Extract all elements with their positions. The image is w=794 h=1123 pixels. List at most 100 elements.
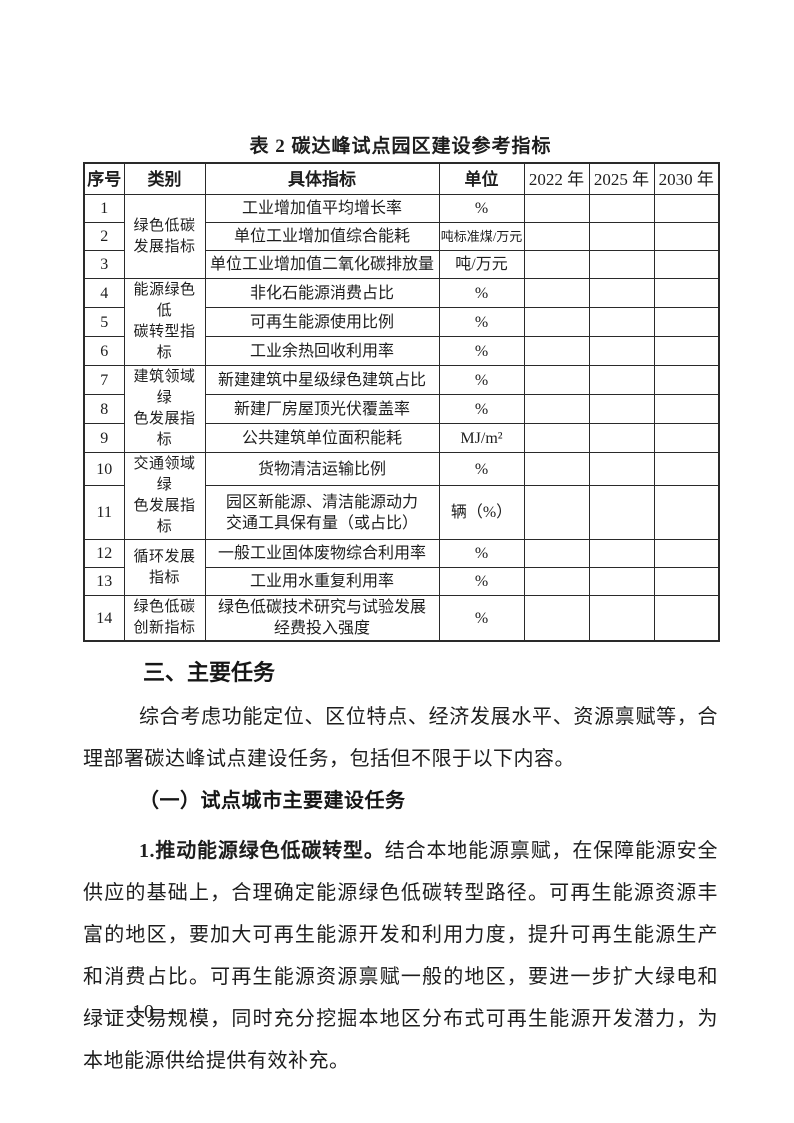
year-value-cell-2025 年 [588, 423, 655, 453]
year-value-cell-2030 年 [653, 250, 720, 279]
year-value-cell-2022 年 [523, 250, 590, 279]
indicator-cell: 工业增加值平均增长率 [204, 194, 440, 223]
indicator-cell: 园区新能源、清洁能源动力 交通工具保有量（或占比） [204, 485, 440, 540]
year-value-cell-2030 年 [653, 194, 720, 223]
year-value-cell-2022 年 [523, 595, 590, 642]
indicator-cell: 非化石能源消费占比 [204, 278, 440, 308]
indicator-cell: 绿色低碳技术研究与试验发展 经费投入强度 [204, 595, 440, 642]
indicator-cell: 单位工业增加值综合能耗 [204, 222, 440, 251]
category-cell: 绿色低碳 创新指标 [123, 595, 206, 642]
year-value-cell-2025 年 [588, 250, 655, 279]
row-number-cell: 1 [83, 194, 125, 223]
table-row: 13 工业用水重复利用率% [83, 567, 720, 596]
column-header-4: 单位 [438, 162, 525, 195]
year-value-cell-2022 年 [523, 336, 590, 366]
category-cell: 绿色低碳 发展指标 [123, 194, 206, 279]
unit-cell: 吨/万元 [438, 250, 525, 279]
column-header-2: 类别 [123, 162, 206, 195]
year-value-cell-2030 年 [653, 278, 720, 308]
row-number-cell: 3 [83, 250, 125, 279]
table-row: 3 单位工业增加值二氧化碳排放量 吨/万元 [83, 250, 720, 279]
unit-cell: % [438, 539, 525, 568]
year-value-cell-2022 年 [523, 451, 590, 487]
unit-cell: % [438, 394, 525, 424]
year-value-cell-2030 年 [653, 423, 720, 453]
year-value-cell-2025 年 [588, 307, 655, 337]
indicator-cell: 工业用水重复利用率 [204, 567, 440, 596]
table-row: 6 工业余热回收利用率% [83, 336, 720, 366]
year-value-cell-2025 年 [588, 451, 655, 487]
year-value-cell-2030 年 [653, 307, 720, 337]
table-header-row: 序号 类别 具体指标 单位 2022 年 2025 年 2030 年 [83, 162, 720, 195]
year-value-cell-2022 年 [523, 222, 590, 251]
table-row: 1 绿色低碳 发展指标 工业增加值平均增长率% [83, 194, 720, 279]
unit-cell: % [438, 278, 525, 308]
year-value-cell-2030 年 [653, 222, 720, 251]
year-value-cell-2030 年 [653, 451, 720, 487]
unit-cell: % [438, 336, 525, 366]
row-number-cell: 4 [83, 278, 125, 308]
row-number-cell: 9 [83, 423, 125, 453]
column-header-5: 2022 年 [523, 162, 590, 195]
year-value-cell-2022 年 [523, 307, 590, 337]
year-value-cell-2022 年 [523, 394, 590, 424]
indicator-cell: 工业余热回收利用率 [204, 336, 440, 366]
row-number-cell: 5 [83, 307, 125, 337]
year-value-cell-2022 年 [523, 539, 590, 568]
unit-cell: % [438, 365, 525, 395]
table-row: 2 单位工业增加值综合能耗 吨标准煤/万元 [83, 222, 720, 251]
indicator-cell: 公共建筑单位面积能耗 [204, 423, 440, 453]
sub-heading: （一）试点城市主要建设任务 [139, 790, 406, 812]
table-header: 序号 类别 具体指标 单位 2022 年 2025 年 2030 年 [83, 162, 720, 195]
year-value-cell-2030 年 [653, 365, 720, 395]
task1-paragraph: 1.推动能源绿色低碳转型。结合本地能源禀赋，在保障能源安全供应的基础上，合理确定… [83, 830, 718, 1082]
row-number-cell: 13 [83, 567, 125, 596]
task1-lead: 1.推动能源绿色低碳转型。 [139, 840, 385, 862]
row-number-cell: 8 [83, 394, 125, 424]
table-row: 10 交通领域绿 色发展指标 货物清洁运输比例% [83, 451, 720, 540]
table-row: 9 公共建筑单位面积能耗 MJ/m² [83, 423, 720, 453]
indicator-cell: 新建建筑中星级绿色建筑占比 [204, 365, 440, 395]
year-value-cell-2025 年 [588, 567, 655, 596]
page-content: 表 2 碳达峰试点园区建设参考指标 序号 类别 具体指标 单位 2022 年 2025 年… [83, 0, 720, 1082]
row-number-cell: 10 [83, 451, 125, 487]
year-value-cell-2030 年 [653, 485, 720, 540]
row-number-cell: 12 [83, 539, 125, 568]
unit-cell: % [438, 595, 525, 642]
year-value-cell-2030 年 [653, 539, 720, 568]
column-header-1: 序号 [83, 162, 125, 195]
year-value-cell-2030 年 [653, 336, 720, 366]
row-number-cell: 6 [83, 336, 125, 366]
indicator-cell: 新建厂房屋顶光伏覆盖率 [204, 394, 440, 424]
category-cell: 循环发展 指标 [123, 539, 206, 596]
intro-paragraph: 综合考虑功能定位、区位特点、经济发展水平、资源禀赋等，合理部署碳达峰试点建设任务… [83, 706, 718, 770]
indicator-cell: 可再生能源使用比例 [204, 307, 440, 337]
column-header-6: 2025 年 [588, 162, 655, 195]
table-title: 表 2 碳达峰试点园区建设参考指标 [249, 136, 552, 157]
unit-cell: 吨标准煤/万元 [438, 222, 525, 251]
year-value-cell-2025 年 [588, 336, 655, 366]
year-value-cell-2025 年 [588, 365, 655, 395]
table-row: 14 绿色低碳 创新指标 绿色低碳技术研究与试验发展 经费投入强度% [83, 595, 720, 642]
unit-cell: 辆（%） [438, 485, 525, 540]
indicator-cell: 货物清洁运输比例 [204, 451, 440, 487]
year-value-cell-2022 年 [523, 423, 590, 453]
column-header-3: 具体指标 [204, 162, 440, 195]
year-value-cell-2025 年 [588, 394, 655, 424]
year-value-cell-2025 年 [588, 485, 655, 540]
year-value-cell-2025 年 [588, 278, 655, 308]
unit-cell: % [438, 567, 525, 596]
year-value-cell-2022 年 [523, 194, 590, 223]
indicator-cell: 一般工业固体废物综合利用率 [204, 539, 440, 568]
row-number-cell: 7 [83, 365, 125, 395]
table-row: 12 循环发展 指标 一般工业固体废物综合利用率% [83, 539, 720, 596]
table-row: 7 建筑领域绿 色发展指标 新建建筑中星级绿色建筑占比% [83, 365, 720, 453]
unit-cell: MJ/m² [438, 423, 525, 453]
year-value-cell-2030 年 [653, 567, 720, 596]
year-value-cell-2022 年 [523, 567, 590, 596]
task1-body-text: 结合本地能源禀赋，在保障能源安全供应的基础上，合理确定能源绿色低碳转型路径。可再… [83, 840, 719, 1072]
year-value-cell-2022 年 [523, 485, 590, 540]
section-heading: 三、主要任务 [143, 660, 276, 685]
category-cell: 建筑领域绿 色发展指标 [123, 365, 206, 453]
